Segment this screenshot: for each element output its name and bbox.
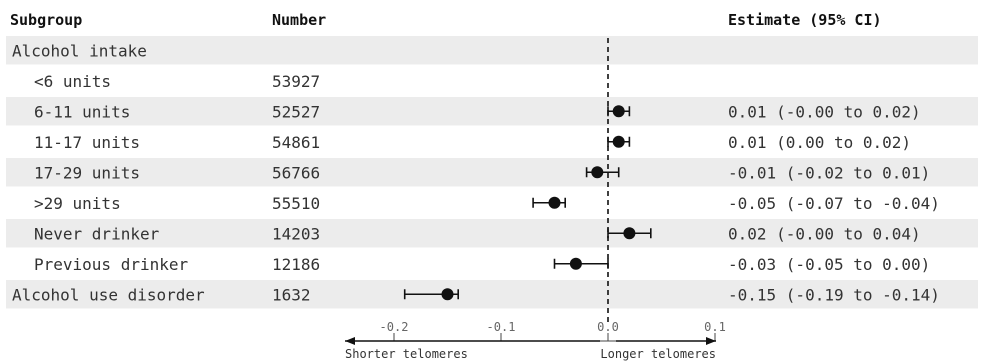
left-arrow-icon xyxy=(345,337,355,345)
subgroup-label: 6-11 units xyxy=(34,102,130,121)
row-band xyxy=(6,97,978,126)
subgroup-label: 11-17 units xyxy=(34,133,140,152)
estimate-text: 0.01 (-0.00 to 0.02) xyxy=(728,102,921,121)
header-number: Number xyxy=(272,11,326,29)
direction-label-right: Longer telomeres xyxy=(600,347,716,361)
subgroup-label: Alcohol use disorder xyxy=(12,285,205,304)
tick-label: 0.0 xyxy=(597,320,619,334)
table-rows: Alcohol intake <6 units 53927 6-11 units 525… xyxy=(12,41,940,304)
number-cell: 14203 xyxy=(272,224,320,243)
point-estimate xyxy=(548,196,561,209)
row-band xyxy=(6,219,978,248)
number-cell: 52527 xyxy=(272,102,320,121)
subgroup-label: Previous drinker xyxy=(34,255,188,274)
estimate-text: -0.03 (-0.05 to 0.00) xyxy=(728,255,930,274)
estimate-text: 0.01 (0.00 to 0.02) xyxy=(728,133,911,152)
right-arrow-icon xyxy=(706,337,716,345)
point-estimate xyxy=(591,166,604,179)
subgroup-label: <6 units xyxy=(34,72,111,91)
row-bands xyxy=(6,36,978,309)
number-cell: 1632 xyxy=(272,285,311,304)
tick-label: -0.1 xyxy=(487,320,516,334)
number-cell: 55510 xyxy=(272,194,320,213)
row-band xyxy=(6,280,978,309)
estimate-text: -0.05 (-0.07 to -0.04) xyxy=(728,194,940,213)
number-cell: 53927 xyxy=(272,72,320,91)
subgroup-label: Never drinker xyxy=(34,224,160,243)
number-cell: 12186 xyxy=(272,255,320,274)
tick-label: 0.1 xyxy=(704,320,726,334)
estimate-text: 0.02 (-0.00 to 0.04) xyxy=(728,224,921,243)
point-estimate xyxy=(612,135,625,148)
estimate-marks xyxy=(403,105,652,301)
estimate-text: -0.01 (-0.02 to 0.01) xyxy=(728,163,930,182)
point-estimate xyxy=(441,288,454,301)
point-estimate xyxy=(623,227,636,240)
tick-label: -0.2 xyxy=(380,320,409,334)
row-band xyxy=(6,158,978,187)
point-estimate xyxy=(569,257,582,270)
header-estimate: Estimate (95% CI) xyxy=(728,11,882,29)
row-band xyxy=(6,36,978,65)
direction-label-left: Shorter telomeres xyxy=(345,347,468,361)
point-estimate xyxy=(612,105,625,118)
estimate-text: -0.15 (-0.19 to -0.14) xyxy=(728,285,940,304)
subgroup-label: 17-29 units xyxy=(34,163,140,182)
subgroup-label: Alcohol intake xyxy=(12,41,147,60)
number-cell: 54861 xyxy=(272,133,320,152)
x-axis: -0.2 -0.1 0.0 0.1 Shorter telomeres Longer te… xyxy=(345,320,726,361)
header-subgroup: Subgroup xyxy=(10,11,82,29)
subgroup-label: >29 units xyxy=(34,194,121,213)
number-cell: 56766 xyxy=(272,163,320,182)
